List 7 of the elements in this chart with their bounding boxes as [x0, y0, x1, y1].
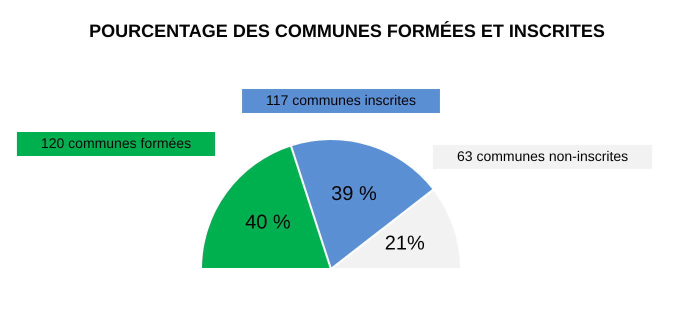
slice-label: 120 communes formées [40, 134, 192, 151]
data-label: 21% [384, 232, 426, 254]
slice-label: 63 communes non-inscrites [457, 148, 628, 164]
slice-label: 117 communes inscrites [266, 92, 416, 108]
data-label: 39 % [331, 182, 377, 205]
chart-title: POURCENTAGE DES COMMUNES FORMÉES ET INSCRITES [89, 20, 605, 41]
data-label: 40 % [245, 212, 291, 234]
